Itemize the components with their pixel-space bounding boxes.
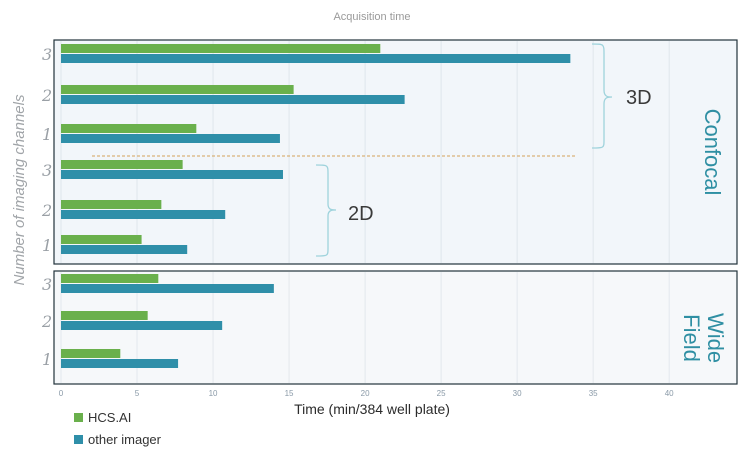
confocal-label: Confocal (700, 109, 725, 196)
bar-hcs-ai (61, 160, 183, 169)
x-tick-label: 25 (437, 389, 446, 398)
category-label: 1 (42, 125, 52, 144)
x-tick-label: 0 (59, 389, 64, 398)
bar-hcs-ai (61, 311, 148, 320)
category-labels: 3 2 1 3 2 1 3 2 1 (41, 45, 52, 369)
bar-hcs-ai (61, 85, 294, 94)
x-axis-label: Time (min/384 well plate) (294, 401, 450, 417)
bar-other-imager (61, 95, 405, 104)
bar-other-imager (61, 284, 274, 293)
bar-hcs-ai (61, 274, 159, 283)
3d-label: 3D (626, 87, 652, 109)
category-label: 2 (41, 86, 52, 105)
bar-hcs-ai (61, 349, 121, 358)
x-tick-label: 20 (361, 389, 370, 398)
bar-other-imager (61, 170, 283, 179)
legend-swatch-other (74, 435, 83, 444)
bar-other-imager (61, 245, 188, 254)
bar-other-imager (61, 54, 571, 63)
3d-brace (591, 43, 613, 149)
y-axis-label: Number of imaging channels (11, 94, 28, 285)
category-label: 2 (41, 201, 52, 220)
confocal-panel (53, 39, 738, 265)
legend-label-hcs: HCS.AI (88, 410, 131, 425)
x-tick-label: 40 (665, 389, 674, 398)
bar-other-imager (61, 359, 179, 368)
gridlines (60, 41, 670, 383)
category-label: 1 (42, 350, 52, 369)
bar-hcs-ai (61, 44, 381, 53)
category-label: 1 (42, 236, 52, 255)
category-label: 3 (42, 45, 52, 64)
bar-hcs-ai (61, 235, 142, 244)
bar-other-imager (61, 134, 280, 143)
bars (61, 44, 571, 368)
x-tick-label: 5 (135, 389, 140, 398)
widefield-label: WideField (679, 313, 728, 363)
legend: HCS.AI other imager (74, 410, 162, 447)
x-tick-label: 30 (513, 389, 522, 398)
x-tick-label: 35 (589, 389, 598, 398)
2d-label: 2D (348, 203, 374, 225)
bar-hcs-ai (61, 124, 197, 133)
category-label: 3 (42, 275, 52, 294)
bar-other-imager (61, 210, 226, 219)
x-tick-label: 10 (209, 389, 218, 398)
bar-other-imager (61, 321, 223, 330)
legend-swatch-hcs (74, 413, 83, 422)
x-tick-label: 15 (285, 389, 294, 398)
x-tick-labels: 0 5 10 15 20 25 30 35 40 (59, 389, 674, 398)
legend-label-other: other imager (88, 432, 162, 447)
chart-title: Acquisition time (333, 11, 410, 23)
2d-brace (315, 164, 337, 257)
category-label: 2 (41, 312, 52, 331)
category-label: 3 (42, 161, 52, 180)
bar-hcs-ai (61, 200, 162, 209)
